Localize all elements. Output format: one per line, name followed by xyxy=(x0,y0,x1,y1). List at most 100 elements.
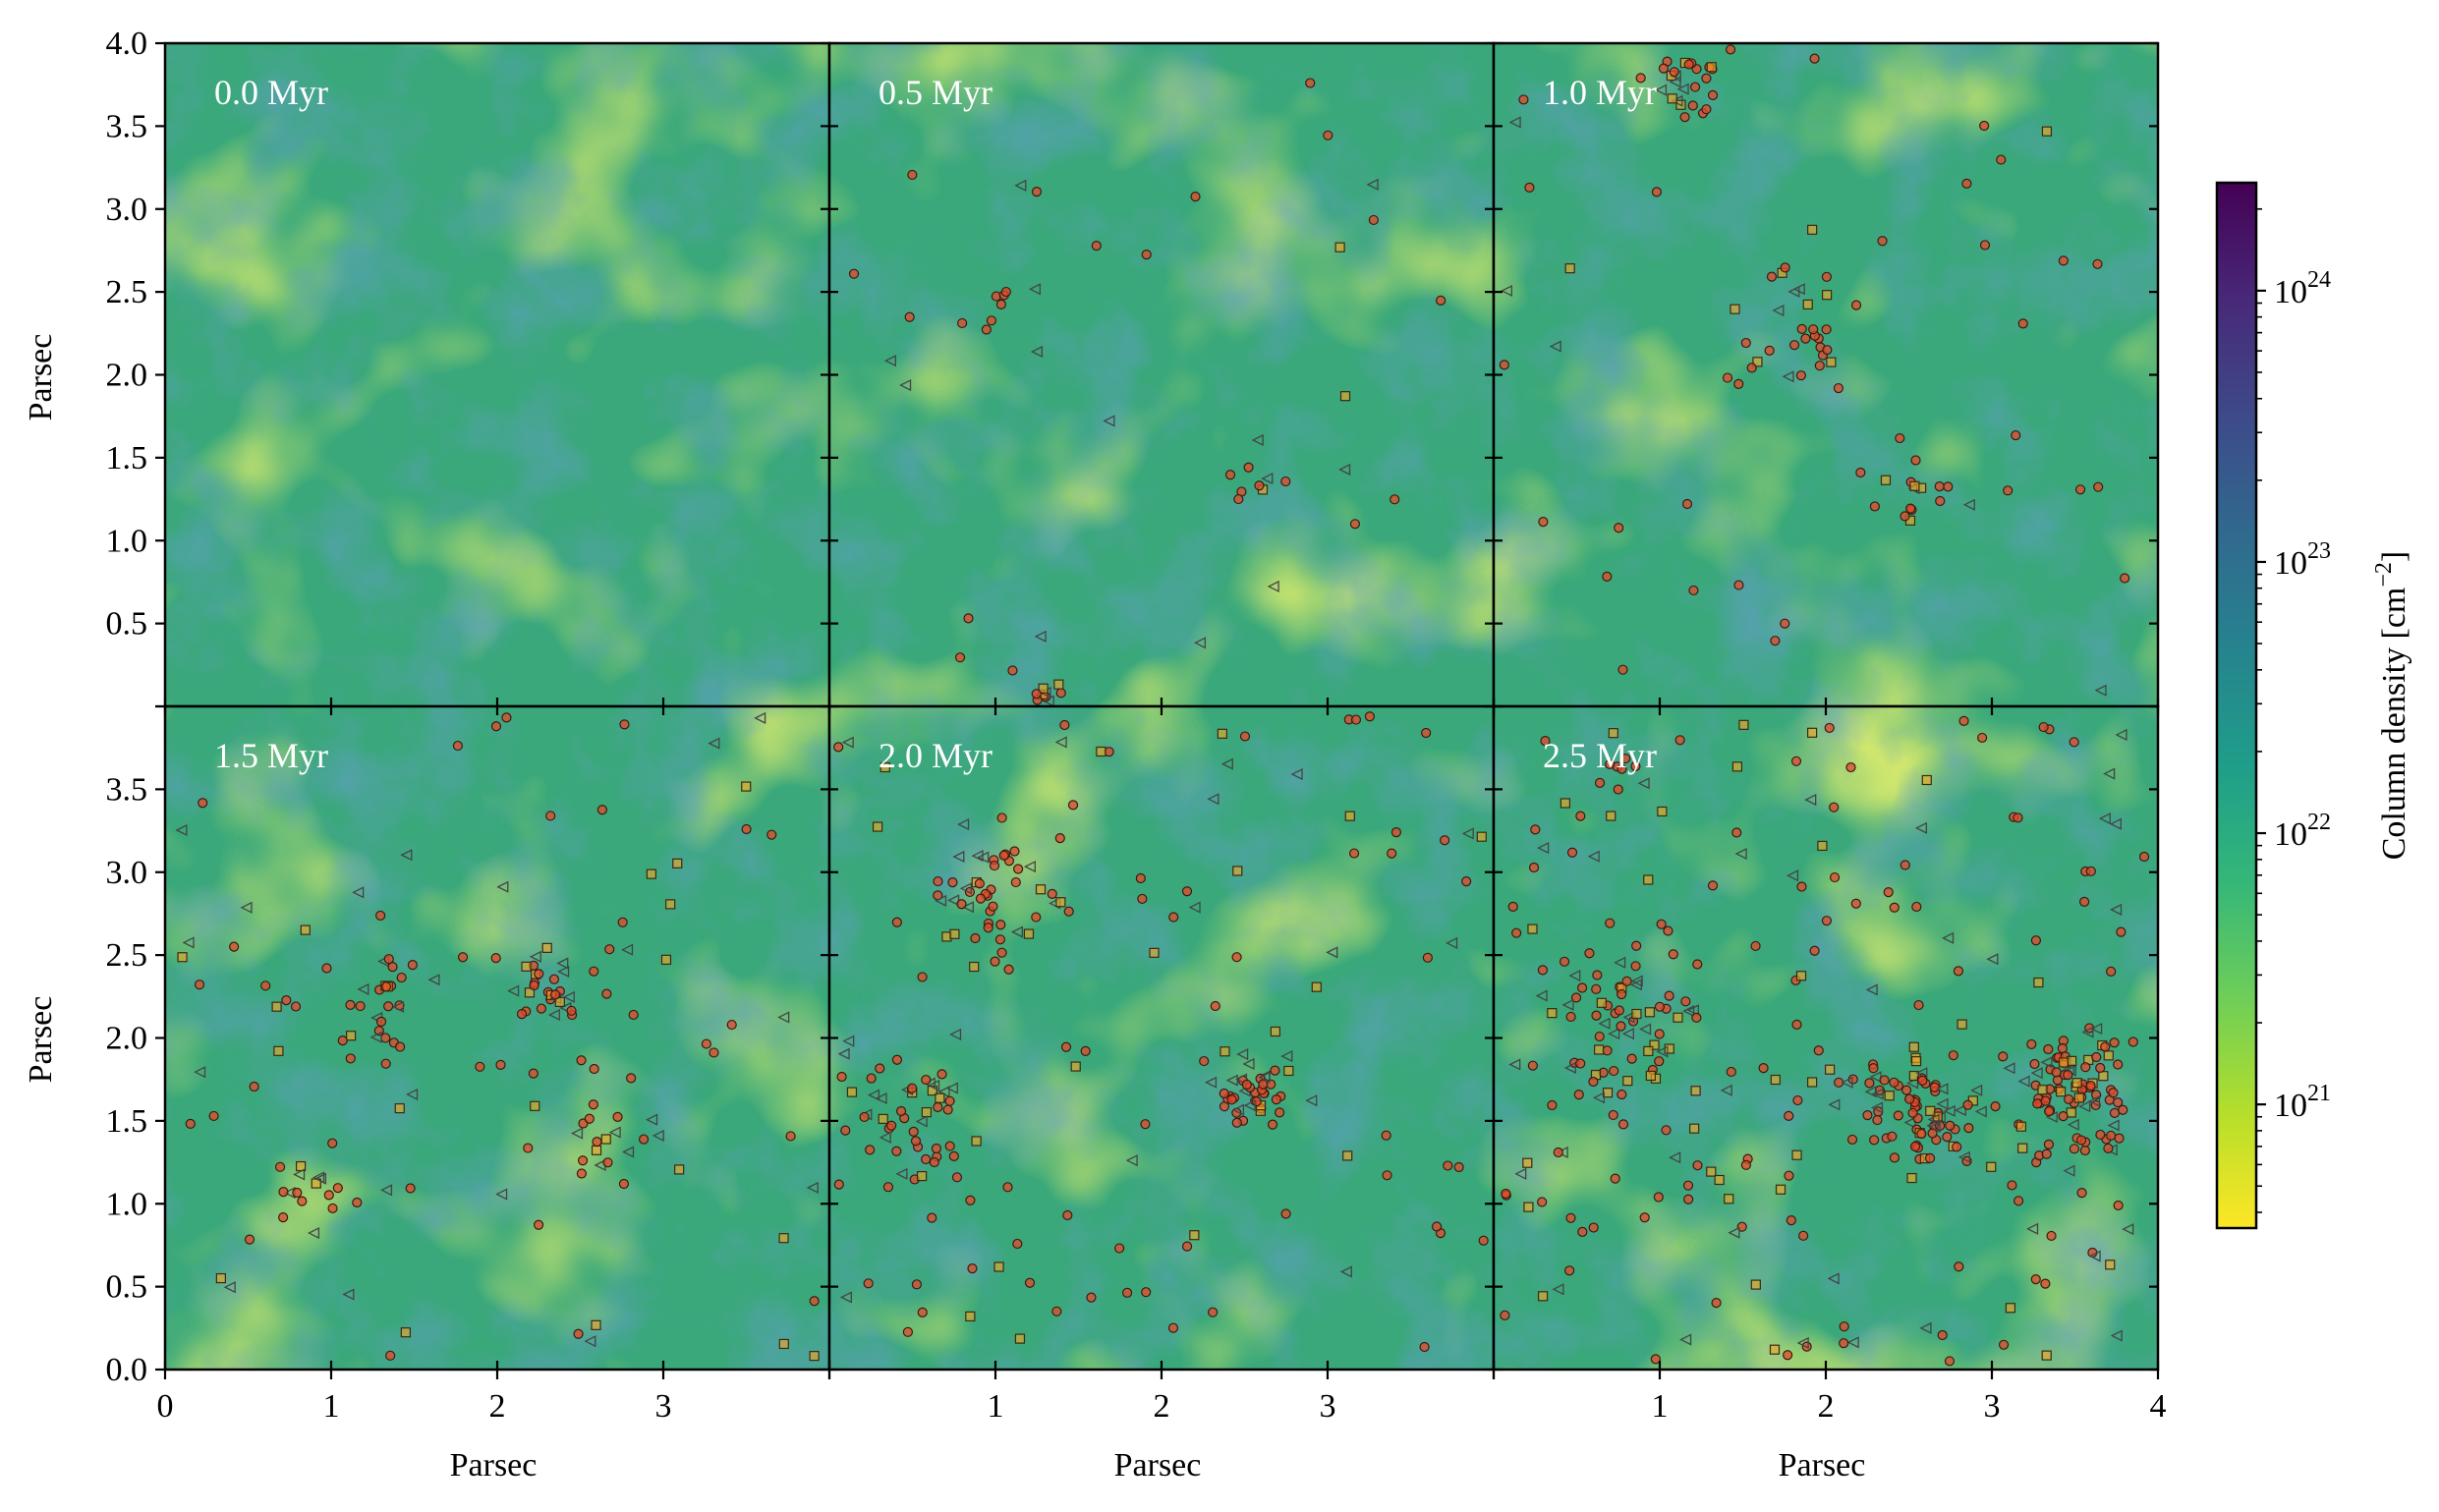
sink-circle xyxy=(1387,848,1397,859)
sink-triangle xyxy=(2115,728,2127,742)
sink-circle xyxy=(1948,1050,1958,1061)
sink-circle xyxy=(1499,360,1509,370)
sink-triangle xyxy=(1034,630,1047,643)
sink-circle xyxy=(375,1016,387,1027)
sink-circle xyxy=(1833,382,1843,394)
markers-panel-3 xyxy=(1499,44,2130,697)
sink-square xyxy=(879,761,890,773)
sink-circle xyxy=(1868,1063,1879,1074)
sink-triangle xyxy=(1537,842,1550,855)
panel-2: 0.5 Myr xyxy=(827,41,1496,708)
sink-triangle xyxy=(1936,1097,1949,1110)
sink-triangle xyxy=(240,901,253,914)
sink-circle xyxy=(297,1196,308,1206)
sink-circle xyxy=(1809,945,1820,956)
sink-square xyxy=(1606,811,1617,821)
sink-triangle xyxy=(529,950,541,963)
sink-circle xyxy=(927,1212,937,1223)
sink-triangle xyxy=(621,943,634,956)
colorbar-gradient xyxy=(2215,181,2258,1230)
sink-square xyxy=(927,1086,937,1096)
sink-circle xyxy=(1527,1060,1538,1071)
sink-square xyxy=(969,961,980,973)
sink-circle xyxy=(1998,1339,2010,1350)
sink-triangle xyxy=(952,850,965,864)
sink-circle xyxy=(2113,1200,2124,1211)
sink-circle xyxy=(1461,875,1472,887)
sink-triangle xyxy=(1236,1047,1249,1061)
sink-circle xyxy=(604,944,615,955)
sink-square xyxy=(554,996,565,1007)
sink-triangle xyxy=(1846,1336,1859,1349)
sink-circle xyxy=(573,1328,584,1339)
sink-circle xyxy=(1575,1058,1586,1069)
sink-circle xyxy=(998,850,1009,861)
sink-circle xyxy=(1626,1053,1637,1064)
sink-circle xyxy=(1060,1041,1072,1052)
sink-circle xyxy=(545,811,556,821)
sink-circle xyxy=(921,1153,932,1165)
sink-circle xyxy=(983,923,993,933)
sink-square xyxy=(1824,1064,1836,1075)
sink-square xyxy=(1270,1026,1280,1037)
sink-square xyxy=(541,942,552,953)
sink-circle xyxy=(2093,481,2104,492)
sink-circle xyxy=(1798,1230,1809,1241)
sink-square xyxy=(1537,1291,1549,1302)
sink-triangle xyxy=(1637,777,1650,790)
sink-circle xyxy=(2043,1043,2054,1055)
panel-time-label: 1.5 Myr xyxy=(214,736,328,775)
sink-triangle xyxy=(2078,1100,2091,1113)
sink-circle xyxy=(1478,1235,1489,1246)
sink-circle xyxy=(1051,1306,1062,1316)
sink-triangle xyxy=(223,1281,236,1294)
sink-triangle xyxy=(1639,1023,1652,1036)
sink-square xyxy=(1643,874,1654,885)
sink-triangle xyxy=(841,736,854,749)
sink-circle xyxy=(2057,1042,2068,1054)
sink-circle xyxy=(933,1101,943,1113)
sink-circle xyxy=(1658,63,1670,74)
sink-square xyxy=(1014,1333,1026,1344)
sink-circle xyxy=(1547,1099,1558,1111)
sink-circle xyxy=(1443,1160,1453,1171)
sink-triangle xyxy=(342,1288,355,1301)
sink-circle xyxy=(1537,1197,1548,1207)
panel-6: 2.5 Myr xyxy=(1492,704,2160,1372)
sink-circle xyxy=(1731,827,1742,838)
sink-circle xyxy=(1877,236,1888,247)
sink-circle xyxy=(1934,481,1945,492)
sink-circle xyxy=(1135,872,1146,884)
sink-square xyxy=(971,1136,982,1147)
y-tick-label: 1.0 xyxy=(106,1186,148,1222)
sink-triangle xyxy=(312,1171,325,1184)
sink-triangle xyxy=(1563,1061,1576,1075)
sink-circle xyxy=(1559,956,1570,967)
sink-circle xyxy=(2138,851,2150,863)
sink-triangle xyxy=(1630,975,1643,987)
sink-circle xyxy=(1280,476,1291,487)
sink-square xyxy=(1608,728,1618,739)
sink-circle xyxy=(907,1083,918,1093)
sink-circle xyxy=(1869,501,1880,512)
sink-circle xyxy=(1501,1188,1511,1200)
panel-time-label: 2.5 Myr xyxy=(1543,736,1657,775)
sink-circle xyxy=(2043,1139,2055,1149)
sink-circle xyxy=(1780,262,1790,273)
sink-circle xyxy=(1440,835,1450,846)
sink-circle xyxy=(1654,1029,1665,1039)
sink-circle xyxy=(1432,1221,1443,1232)
sink-square xyxy=(2041,1350,2052,1361)
sink-circle xyxy=(1681,498,1693,510)
sink-circle xyxy=(1796,881,1807,892)
sink-circle xyxy=(292,1187,303,1199)
sink-square xyxy=(778,1233,789,1244)
sink-square xyxy=(1644,1007,1655,1018)
sink-circle xyxy=(1239,731,1251,742)
sink-circle xyxy=(1208,1307,1219,1317)
sink-square xyxy=(1334,242,1345,252)
x-axis-label-col2: Parsec xyxy=(1114,1447,1202,1484)
sink-circle xyxy=(1617,1119,1629,1130)
x-tick-label: 1 xyxy=(323,1388,340,1425)
sink-circle xyxy=(589,966,599,977)
